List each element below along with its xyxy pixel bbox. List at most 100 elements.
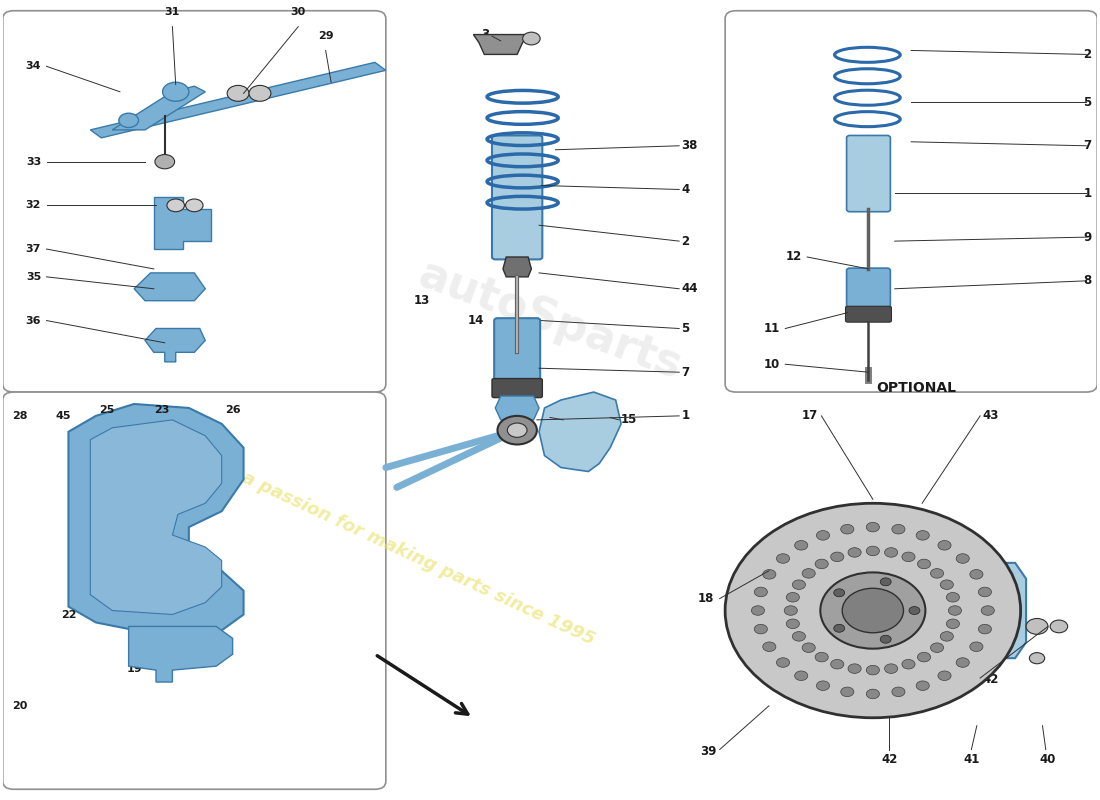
Text: 25: 25: [99, 406, 114, 415]
Circle shape: [762, 642, 776, 651]
Text: 1: 1: [1084, 187, 1091, 200]
Circle shape: [802, 569, 815, 578]
Circle shape: [978, 587, 991, 597]
Circle shape: [816, 530, 829, 540]
Circle shape: [815, 559, 828, 569]
Text: 20: 20: [12, 701, 28, 711]
FancyBboxPatch shape: [492, 378, 542, 398]
Text: 23: 23: [121, 554, 136, 564]
Text: 32: 32: [25, 200, 41, 210]
Circle shape: [848, 548, 861, 558]
Circle shape: [830, 659, 844, 669]
Polygon shape: [112, 86, 206, 130]
Circle shape: [834, 624, 845, 632]
Text: 22: 22: [60, 610, 76, 619]
Circle shape: [946, 593, 959, 602]
Text: 2: 2: [681, 234, 690, 248]
Circle shape: [1050, 620, 1068, 633]
Circle shape: [867, 522, 879, 532]
Circle shape: [909, 606, 920, 614]
Circle shape: [821, 572, 925, 649]
Circle shape: [163, 82, 189, 102]
Text: 5: 5: [681, 322, 690, 335]
Circle shape: [794, 541, 807, 550]
Circle shape: [970, 570, 983, 579]
Circle shape: [119, 114, 139, 127]
Text: 34: 34: [25, 62, 41, 71]
FancyBboxPatch shape: [3, 10, 386, 392]
Circle shape: [867, 546, 879, 556]
Circle shape: [956, 658, 969, 667]
Text: 37: 37: [25, 244, 41, 254]
Circle shape: [981, 606, 994, 615]
Circle shape: [840, 687, 854, 697]
Circle shape: [830, 552, 844, 562]
Circle shape: [931, 569, 944, 578]
Circle shape: [725, 503, 1021, 718]
Polygon shape: [90, 62, 386, 138]
Circle shape: [794, 671, 807, 681]
Text: 41: 41: [964, 753, 979, 766]
Circle shape: [931, 643, 944, 653]
Circle shape: [777, 554, 790, 563]
Circle shape: [902, 659, 915, 669]
Text: 11: 11: [763, 322, 780, 335]
Circle shape: [884, 548, 898, 558]
Text: 8: 8: [1084, 274, 1091, 287]
Circle shape: [815, 652, 828, 662]
Text: 35: 35: [25, 272, 41, 282]
Text: 30: 30: [290, 7, 306, 17]
Circle shape: [892, 687, 905, 697]
Circle shape: [916, 681, 930, 690]
Circle shape: [867, 666, 879, 675]
Circle shape: [892, 525, 905, 534]
Circle shape: [792, 580, 805, 590]
Text: 21: 21: [121, 522, 136, 532]
Circle shape: [940, 580, 954, 590]
Text: 16: 16: [561, 414, 578, 426]
FancyBboxPatch shape: [3, 392, 386, 790]
FancyBboxPatch shape: [847, 268, 890, 311]
Text: 19: 19: [126, 663, 142, 674]
Text: a passion for making parts since 1995: a passion for making parts since 1995: [240, 469, 598, 649]
Polygon shape: [503, 257, 531, 277]
Text: 24: 24: [121, 474, 136, 485]
Text: 27: 27: [165, 437, 180, 447]
Circle shape: [786, 593, 800, 602]
Polygon shape: [90, 420, 222, 614]
Text: 45: 45: [55, 411, 70, 421]
Circle shape: [840, 525, 854, 534]
Circle shape: [755, 587, 768, 597]
Circle shape: [884, 664, 898, 674]
Circle shape: [227, 86, 249, 102]
Circle shape: [792, 632, 805, 641]
Circle shape: [940, 632, 954, 641]
Circle shape: [880, 635, 891, 643]
FancyBboxPatch shape: [846, 306, 891, 322]
Circle shape: [786, 619, 800, 629]
Polygon shape: [129, 626, 232, 682]
Text: 7: 7: [1084, 139, 1091, 152]
Circle shape: [902, 552, 915, 562]
Text: 18: 18: [697, 592, 714, 605]
Text: 29: 29: [318, 31, 333, 41]
Polygon shape: [134, 273, 206, 301]
Circle shape: [522, 32, 540, 45]
Text: 14: 14: [468, 314, 484, 327]
Text: 5: 5: [1084, 95, 1091, 109]
Circle shape: [186, 199, 204, 212]
Text: 9: 9: [1084, 230, 1091, 244]
Text: 6: 6: [520, 358, 528, 370]
Circle shape: [751, 606, 764, 615]
Circle shape: [938, 671, 952, 681]
Polygon shape: [927, 563, 1026, 658]
FancyBboxPatch shape: [725, 10, 1097, 392]
Text: 3: 3: [482, 28, 490, 41]
Text: 40: 40: [1040, 753, 1056, 766]
Polygon shape: [539, 392, 622, 471]
Circle shape: [784, 606, 798, 615]
FancyBboxPatch shape: [847, 135, 890, 212]
Text: 4: 4: [681, 183, 690, 196]
Circle shape: [970, 642, 983, 651]
Circle shape: [938, 541, 952, 550]
